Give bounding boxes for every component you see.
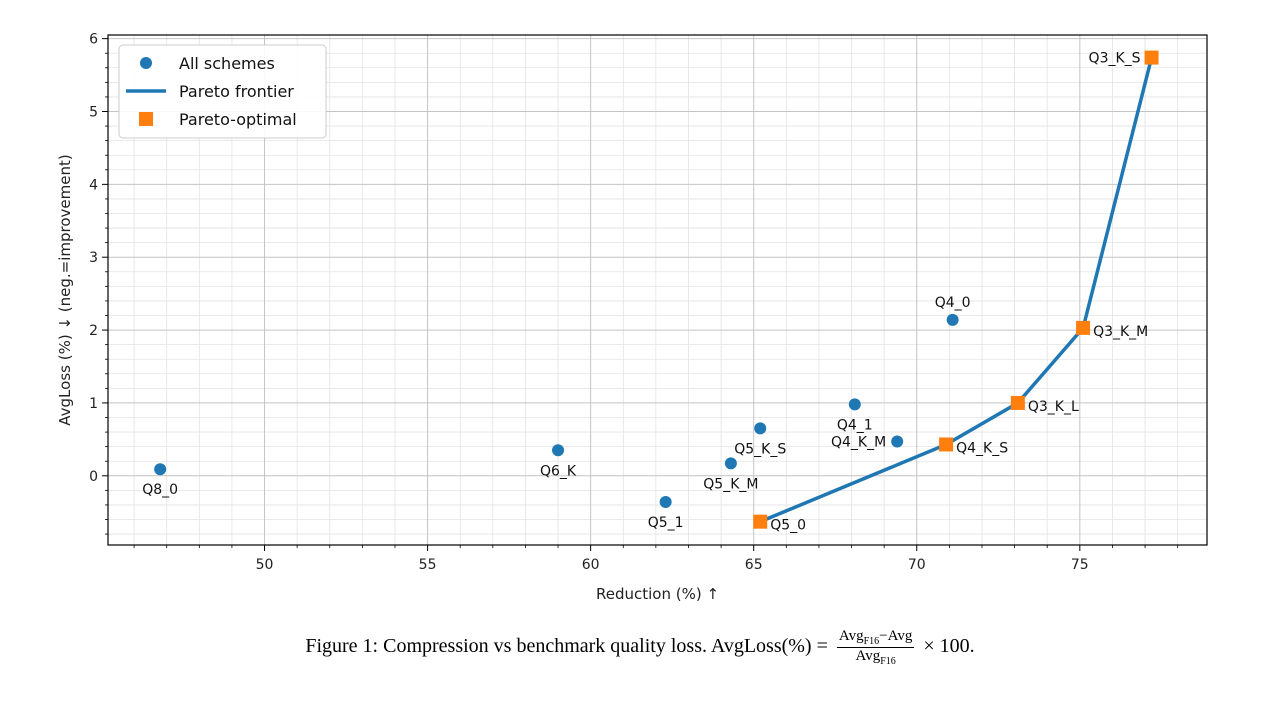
scheme-point-q4-1 — [848, 398, 861, 411]
point-label-q5-k-s: Q5_K_S — [734, 441, 786, 457]
legend: All schemes Pareto frontier Pareto-optimal — [118, 44, 327, 139]
point-label-q8-0: Q8_0 — [142, 482, 178, 498]
scheme-point-q8-0 — [154, 463, 167, 476]
chart: 50 55 60 65 70 75 0 1 2 3 4 5 6 Q8_0 Q6_K Q5_1 Q5_K_M Q5… — [56, 32, 1208, 603]
x-tick-label: 55 — [419, 557, 437, 573]
grid — [108, 35, 1207, 545]
x-tick-label: 70 — [908, 557, 926, 573]
legend-label-all-schemes: All schemes — [179, 54, 275, 73]
point-label-q5-k-m: Q5_K_M — [703, 476, 758, 492]
scheme-point-q5-1 — [659, 496, 672, 509]
point-label-q4-k-m: Q4_K_M — [831, 435, 886, 451]
figure-caption: Figure 1: Compression vs benchmark quali… — [0, 628, 1280, 667]
x-axis-label: Reduction (%) ↑ — [596, 585, 719, 603]
legend-marker-pareto-optimal — [139, 112, 153, 126]
axes: 50 55 60 65 70 75 0 1 2 3 4 5 6 — [89, 32, 1208, 573]
pareto-optimal-point-q3-k-m — [1076, 320, 1091, 335]
caption-prefix: Figure 1: Compression vs benchmark quali… — [305, 635, 833, 658]
point-label-q6-k: Q6_K — [540, 463, 577, 479]
point-label-q4-1: Q4_1 — [837, 417, 873, 433]
caption-fraction: AvgF16−Avg AvgF16 — [836, 628, 915, 667]
caption-denominator: AvgF16 — [837, 648, 914, 667]
point-label-q5-0: Q5_0 — [770, 518, 806, 534]
point-label-q4-k-s: Q4_K_S — [956, 440, 1008, 456]
caption-numerator-rest: −Avg — [879, 628, 913, 644]
y-tick-label: 5 — [89, 105, 98, 121]
y-tick-label: 1 — [89, 396, 98, 412]
y-tick-label: 0 — [89, 469, 98, 485]
scheme-point-q4-k-m — [891, 435, 904, 448]
plot-frame — [107, 34, 1208, 546]
legend-box — [118, 44, 327, 139]
caption-numerator-text: Avg — [838, 628, 864, 644]
legend-label-pareto-frontier: Pareto frontier — [179, 82, 294, 101]
points-layer — [154, 50, 1159, 529]
legend-label-pareto-optimal: Pareto-optimal — [179, 110, 297, 129]
caption-numerator: AvgF16−Avg — [836, 628, 915, 648]
y-tick-label: 6 — [89, 32, 98, 48]
caption-numerator-sub: F16 — [863, 636, 880, 647]
y-tick-label: 2 — [89, 323, 98, 339]
scheme-point-q6-k — [552, 444, 565, 457]
x-tick-label: 65 — [745, 557, 763, 573]
point-label-q4-0: Q4_0 — [935, 295, 971, 311]
scheme-point-q4-0 — [946, 313, 959, 326]
point-label-q3-k-m: Q3_K_M — [1093, 324, 1148, 340]
caption-suffix: × 100. — [918, 635, 975, 658]
caption-denominator-sub: F16 — [880, 656, 896, 667]
caption-denominator-text: Avg — [855, 648, 881, 664]
point-label-q3-k-l: Q3_K_L — [1028, 399, 1079, 415]
point-label-q5-1: Q5_1 — [648, 515, 684, 531]
y-tick-label: 3 — [89, 250, 98, 266]
pareto-optimal-point-q3-k-l — [1010, 395, 1025, 410]
pareto-optimal-point-q4-k-s — [939, 437, 954, 452]
point-label-q3-k-s: Q3_K_S — [1089, 51, 1141, 67]
pareto-optimal-point-q3-k-s — [1144, 50, 1159, 65]
scheme-point-q5-k-m — [724, 457, 737, 470]
y-tick-label: 4 — [89, 177, 98, 193]
x-tick-label: 75 — [1071, 557, 1089, 573]
y-axis-label: AvgLoss (%) ↓ (neg.=improvement) — [56, 154, 74, 425]
pareto-optimal-point-q5-0 — [753, 514, 768, 529]
legend-marker-all-schemes — [140, 57, 152, 69]
x-tick-label: 50 — [256, 557, 274, 573]
x-tick-label: 60 — [582, 557, 600, 573]
scheme-point-q5-k-s — [754, 422, 767, 435]
point-labels-layer: Q8_0 Q6_K Q5_1 Q5_K_M Q5_K_S Q4_1 Q4_K_M Q4_0 Q5… — [142, 51, 1148, 534]
